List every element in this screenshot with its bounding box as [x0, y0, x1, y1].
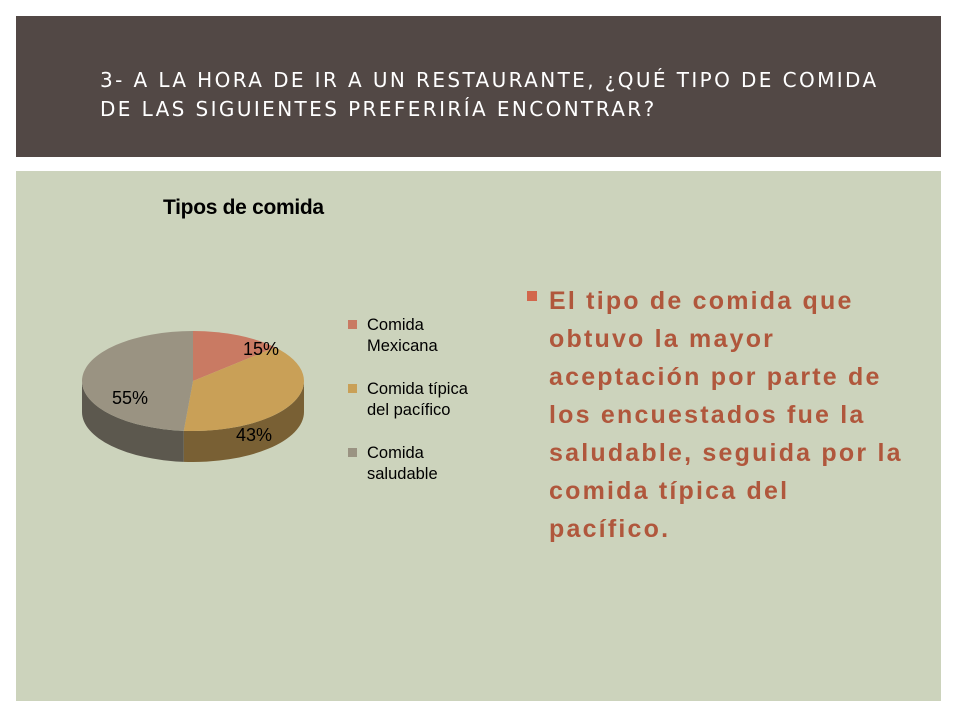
legend-swatch-mexicana [348, 320, 357, 329]
legend-item-pacifico: Comida típica del pacífico [348, 379, 487, 421]
bullet-square-icon [527, 291, 537, 301]
legend-swatch-saludable [348, 448, 357, 457]
pie-chart: 15% 43% 55% [82, 331, 304, 462]
chart-legend: Comida Mexicana Comida típica del pacífi… [348, 315, 487, 507]
pie-side-pacifico [183, 381, 304, 462]
legend-item-saludable: Comida saludable [348, 443, 487, 485]
chart-title: Tipos de comida [163, 196, 324, 219]
summary-bullet: El tipo de comida que obtuvo la mayor ac… [527, 282, 907, 548]
pie-slice-mexicana [193, 331, 276, 381]
slide-header: 3- A LA HORA DE IR A UN RESTAURANTE, ¿QU… [16, 16, 941, 157]
bullet-text: El tipo de comida que obtuvo la mayor ac… [549, 287, 903, 543]
pie-slice-saludable [82, 331, 193, 431]
pie-side-saludable [82, 381, 184, 462]
legend-label-pacifico: Comida típica del pacífico [367, 380, 468, 419]
data-label-saludable: 55% [112, 388, 148, 408]
legend-item-mexicana: Comida Mexicana [348, 315, 487, 357]
data-label-mexicana: 15% [243, 339, 279, 359]
legend-label-saludable: Comida saludable [367, 444, 438, 483]
slide-title: 3- A LA HORA DE IR A UN RESTAURANTE, ¿QU… [100, 68, 879, 121]
legend-swatch-pacifico [348, 384, 357, 393]
legend-label-mexicana: Comida Mexicana [367, 316, 438, 355]
data-label-pacifico: 43% [236, 425, 272, 445]
pie-slice-pacifico [183, 347, 304, 431]
